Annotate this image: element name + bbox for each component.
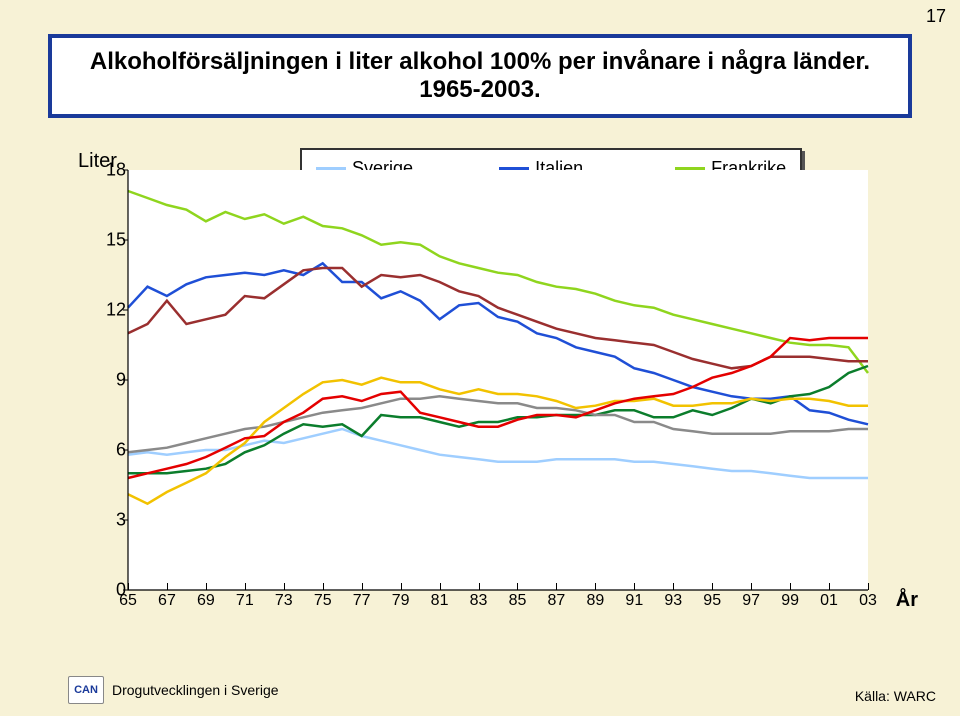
y-tick: 18 bbox=[102, 160, 126, 181]
plot-svg bbox=[128, 170, 868, 590]
x-tick: 91 bbox=[625, 592, 643, 610]
x-tick: 01 bbox=[820, 592, 838, 610]
x-tick: 81 bbox=[431, 592, 449, 610]
series-sverige bbox=[128, 429, 868, 478]
x-axis-label: År bbox=[896, 589, 918, 612]
logo-icon: CAN bbox=[68, 676, 104, 704]
x-tick: 95 bbox=[703, 592, 721, 610]
x-tick: 85 bbox=[509, 592, 527, 610]
chart-area: Liter 0369121518 65676971737577798183858… bbox=[68, 140, 896, 630]
x-tick: 93 bbox=[664, 592, 682, 610]
series-frankrike bbox=[128, 191, 868, 373]
x-tick: 73 bbox=[275, 592, 293, 610]
y-tick: 3 bbox=[102, 510, 126, 531]
x-tick: 77 bbox=[353, 592, 371, 610]
x-tick: 97 bbox=[742, 592, 760, 610]
footer-left: CAN Drogutvecklingen i Sverige bbox=[68, 676, 279, 704]
y-tick: 15 bbox=[102, 230, 126, 251]
slide: 17 Alkoholförsäljningen i liter alkohol … bbox=[0, 0, 960, 716]
x-tick: 79 bbox=[392, 592, 410, 610]
y-tick: 12 bbox=[102, 300, 126, 321]
x-tick: 87 bbox=[548, 592, 566, 610]
x-tick: 71 bbox=[236, 592, 254, 610]
x-tick: 89 bbox=[586, 592, 604, 610]
y-tick: 9 bbox=[102, 370, 126, 391]
x-tick: 65 bbox=[119, 592, 137, 610]
title-line-1: Alkoholförsäljningen i liter alkohol 100… bbox=[64, 48, 896, 76]
x-tick: 03 bbox=[859, 592, 877, 610]
x-tick: 67 bbox=[158, 592, 176, 610]
series-usa bbox=[128, 396, 868, 452]
x-tick: 83 bbox=[470, 592, 488, 610]
footer-right: Källa: WARC bbox=[855, 688, 936, 704]
page-number: 17 bbox=[926, 6, 946, 27]
x-tick: 69 bbox=[197, 592, 215, 610]
series-storbritannien bbox=[128, 366, 868, 473]
y-tick: 6 bbox=[102, 440, 126, 461]
plot-area bbox=[128, 170, 868, 590]
title-box: Alkoholförsäljningen i liter alkohol 100… bbox=[48, 34, 912, 118]
footer-left-text: Drogutvecklingen i Sverige bbox=[112, 682, 279, 698]
title-line-2: 1965-2003. bbox=[64, 76, 896, 104]
x-tick: 75 bbox=[314, 592, 332, 610]
x-tick: 99 bbox=[781, 592, 799, 610]
